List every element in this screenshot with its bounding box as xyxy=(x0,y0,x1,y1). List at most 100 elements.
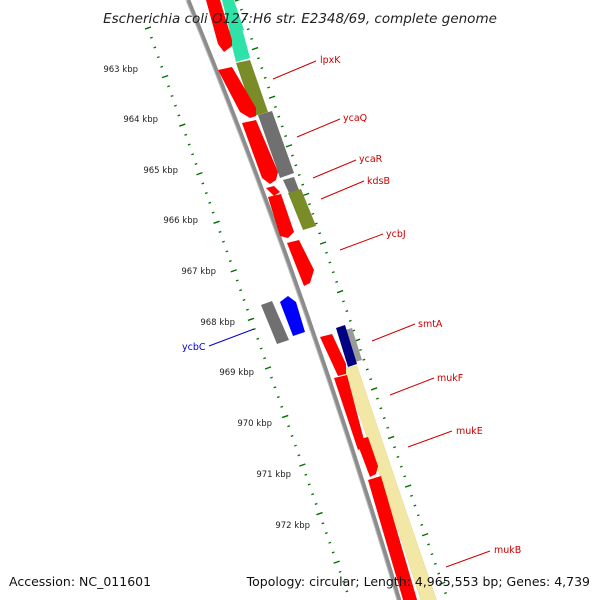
major-tick xyxy=(299,463,306,467)
minor-tick xyxy=(369,378,373,381)
major-tick xyxy=(264,366,272,370)
tick-label: 969 kbp xyxy=(219,368,254,378)
blue-feature-ycbc xyxy=(280,296,305,336)
minor-tick xyxy=(294,444,297,447)
gray-feature-small xyxy=(283,177,299,193)
cds-arrow xyxy=(368,476,418,600)
minor-tick xyxy=(191,153,195,156)
cds-arrow xyxy=(320,334,346,376)
minor-tick xyxy=(301,183,305,186)
tick-label: 966 kbp xyxy=(163,216,198,226)
olive-feature xyxy=(236,60,268,116)
tick-labels: 963 kbp 964 kbp 965 kbp 966 kbp 967 kbp 968 k… xyxy=(103,65,310,531)
minor-tick xyxy=(314,222,318,225)
minor-tick xyxy=(342,300,345,303)
minor-tick xyxy=(235,279,239,282)
minor-tick xyxy=(250,37,254,40)
tick-label: 970 kbp xyxy=(237,419,272,429)
major-tick xyxy=(234,0,241,2)
minor-tick xyxy=(273,386,277,389)
major-tick xyxy=(213,220,220,224)
gene-label-lpxk[interactable]: lpxK xyxy=(320,55,341,66)
minor-tick xyxy=(304,473,308,476)
gray-feature xyxy=(258,111,294,178)
minor-tick xyxy=(328,261,332,264)
major-tick xyxy=(268,95,276,99)
major-tick xyxy=(179,123,186,127)
minor-tick xyxy=(208,201,212,204)
major-tick xyxy=(281,414,289,419)
major-tick xyxy=(161,74,169,79)
minor-tick xyxy=(376,397,379,400)
minor-tick xyxy=(393,446,396,449)
minor-tick xyxy=(263,357,267,360)
minor-tick xyxy=(308,203,311,206)
gene-label-ycbc[interactable]: ycbC xyxy=(182,342,206,353)
gene-label-ycar[interactable]: ycaR xyxy=(359,154,383,165)
gene-labels: lpxK ycaQ ycaR kdsB ycbJ smtA mukF mukE … xyxy=(182,55,521,556)
cds-arrow xyxy=(266,186,280,196)
minor-tick xyxy=(324,531,328,535)
major-tick xyxy=(387,435,395,440)
minor-tick xyxy=(335,280,339,283)
cds-arrow xyxy=(242,120,278,184)
tick-label: 963 kbp xyxy=(103,65,138,75)
minor-tick xyxy=(345,310,349,313)
minor-tick xyxy=(270,376,273,379)
yellow-band xyxy=(342,365,437,600)
minor-tick xyxy=(365,368,369,371)
minor-tick xyxy=(170,94,174,98)
minor-tick xyxy=(314,502,318,505)
major-tick xyxy=(247,317,255,322)
cds-arrow xyxy=(206,0,232,52)
minor-tick xyxy=(348,319,352,322)
minor-tick xyxy=(410,494,413,497)
minor-tick xyxy=(267,86,271,89)
teal-feature xyxy=(222,0,244,32)
minor-tick xyxy=(280,405,284,408)
minor-tick xyxy=(256,57,260,60)
gene-label-ycaq[interactable]: ycaQ xyxy=(343,113,367,124)
minor-tick xyxy=(297,173,301,177)
gene-label-muke[interactable]: mukE xyxy=(456,426,483,437)
tick-label: 964 kbp xyxy=(123,115,158,125)
minor-tick xyxy=(273,105,277,108)
minor-tick xyxy=(225,250,229,253)
minor-tick xyxy=(290,154,294,157)
map-title: Escherichia coli O127:H6 str. E2348/69, … xyxy=(103,11,497,27)
minor-tick xyxy=(173,104,177,107)
minor-tick xyxy=(386,426,390,429)
gray-feature-ycbc xyxy=(261,301,289,344)
minor-tick xyxy=(427,543,430,546)
minor-tick xyxy=(246,28,250,31)
minor-tick xyxy=(444,591,448,595)
features xyxy=(206,0,418,600)
minor-tick xyxy=(218,230,222,234)
minor-tick xyxy=(211,211,215,214)
minor-tick xyxy=(331,551,335,554)
minor-tick xyxy=(437,572,441,575)
minor-tick xyxy=(149,36,153,39)
minor-tick xyxy=(243,18,247,21)
major-tick xyxy=(285,144,293,148)
minor-tick xyxy=(399,465,403,468)
major-tick xyxy=(438,581,446,586)
backbone-highlight xyxy=(185,0,398,600)
minor-tick xyxy=(284,135,288,138)
topology-text: Topology: circular; Length: 4,965,553 bp… xyxy=(246,574,590,589)
minor-tick xyxy=(239,289,243,292)
minor-tick xyxy=(239,8,243,11)
major-tick xyxy=(196,171,203,176)
tick-label: 967 kbp xyxy=(181,267,216,277)
gene-label-smta[interactable]: smtA xyxy=(418,319,443,330)
minor-tick xyxy=(325,251,328,254)
gene-label-mukb[interactable]: mukB xyxy=(494,545,521,556)
gene-label-ycbj[interactable]: ycbJ xyxy=(386,229,406,240)
gene-label-kdsb[interactable]: kdsB xyxy=(367,176,390,187)
inner-tick-marks xyxy=(144,26,349,593)
minor-tick xyxy=(342,580,345,583)
minor-tick xyxy=(382,416,386,420)
minor-tick xyxy=(338,570,342,573)
gene-label-mukf[interactable]: mukF xyxy=(437,373,463,384)
minor-tick xyxy=(290,434,294,437)
